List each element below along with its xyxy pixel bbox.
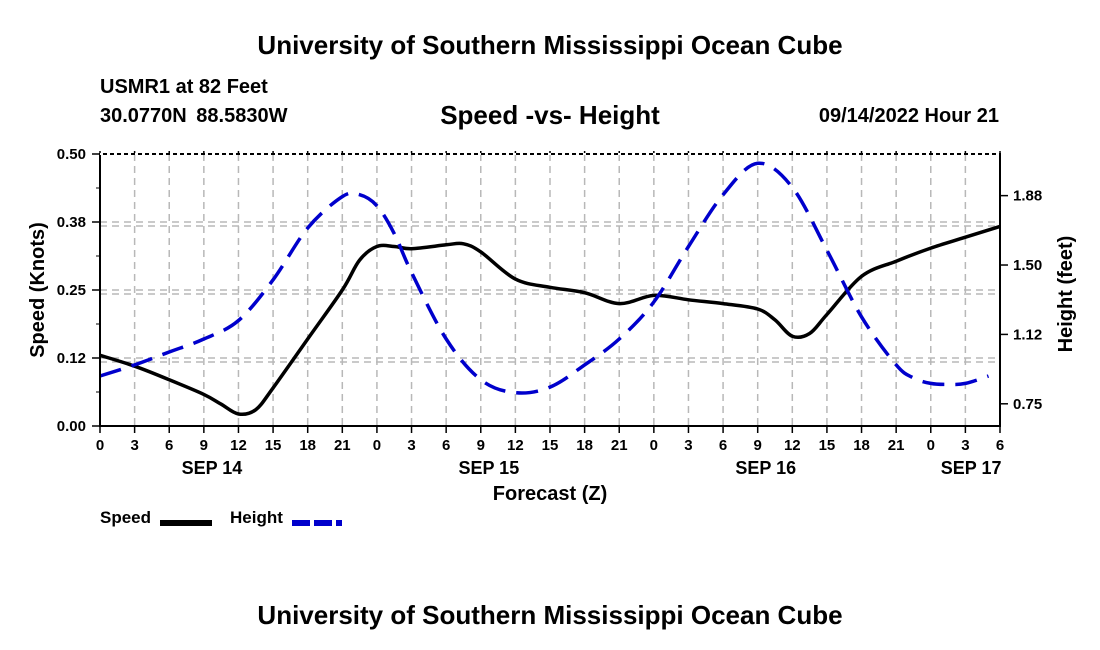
x-tick-label: 6 [719, 437, 727, 454]
y-tick-label-left: 0.38 [57, 214, 86, 231]
chart: 0 3 6 9 12 15 18 21 0 3 6 9 12 15 18 21 0 3 6 9 12 15 18 21 0 3 6 0… [27, 146, 1077, 505]
x-tick-label: 18 [576, 437, 593, 454]
x-tick-label: 12 [507, 437, 524, 454]
x-tick-label: 0 [96, 437, 104, 454]
x-tick-label: 15 [819, 437, 836, 454]
x-tick-label: 9 [754, 437, 762, 454]
x-tick-label: 0 [373, 437, 381, 454]
x-tick-label: 3 [407, 437, 415, 454]
x-axis-title: Forecast (Z) [493, 483, 607, 505]
date-label: SEP 14 [182, 458, 243, 478]
date-label: SEP 16 [735, 458, 796, 478]
x-tick-label: 3 [684, 437, 692, 454]
y-tick-label-left: 0.25 [57, 282, 86, 299]
y-tick-label-left: 0.00 [57, 418, 86, 435]
x-tick-label: 3 [961, 437, 969, 454]
page-title: University of Southern Mississippi Ocean… [257, 30, 843, 60]
grid [100, 154, 1000, 426]
x-tick-label: 21 [888, 437, 905, 454]
x-tick-label: 0 [927, 437, 935, 454]
y-tick-label-right: 1.50 [1013, 257, 1042, 274]
legend-height-swatch [292, 520, 342, 526]
x-tick-label: 12 [784, 437, 801, 454]
x-tick-label: 9 [200, 437, 208, 454]
y-tick-label-left: 0.12 [57, 350, 86, 367]
series-line-speed [99, 224, 1001, 417]
tick-labels: 0 3 6 9 12 15 18 21 0 3 6 9 12 15 18 21 0 3 6 9 12 15 18 21 0 3 6 0… [57, 146, 1042, 478]
chart-subtitle: Speed -vs- Height [440, 100, 660, 130]
legend-height-label: Height [230, 508, 283, 527]
series-group [99, 161, 1001, 417]
x-tick-label: 21 [611, 437, 628, 454]
x-tick-label: 6 [442, 437, 450, 454]
ticks [92, 151, 1008, 433]
x-tick-label: 15 [265, 437, 282, 454]
y-tick-label-left: 0.50 [57, 146, 86, 163]
y-tick-label-right: 1.12 [1013, 326, 1042, 343]
y-tick-label-right: 0.75 [1013, 396, 1042, 413]
x-tick-label: 12 [230, 437, 247, 454]
station-coordinates: 30.0770N 88.5830W [100, 105, 288, 127]
x-tick-label: 3 [130, 437, 138, 454]
y-axis-title-right: Height (feet) [1055, 236, 1077, 353]
x-tick-label: 18 [853, 437, 870, 454]
x-tick-label: 0 [650, 437, 658, 454]
station-name: USMR1 at 82 Feet [100, 76, 268, 98]
x-tick-label: 6 [165, 437, 173, 454]
legend-speed-label: Speed [100, 508, 152, 527]
x-tick-label: 21 [334, 437, 351, 454]
series-line-height [99, 161, 990, 395]
footer-title: University of Southern Mississippi Ocean… [257, 600, 843, 630]
x-tick-label: 6 [996, 437, 1004, 454]
date-label: SEP 17 [941, 458, 1002, 478]
y-tick-label-right: 1.88 [1013, 188, 1042, 205]
legend-speed-swatch [160, 520, 212, 526]
date-label: SEP 15 [458, 458, 519, 478]
x-tick-label: 18 [299, 437, 316, 454]
forecast-datetime: 09/14/2022 Hour 21 [818, 105, 999, 127]
y-axis-title-left: Speed (Knots) [27, 222, 49, 358]
x-tick-label: 15 [542, 437, 559, 454]
x-tick-label: 9 [477, 437, 485, 454]
